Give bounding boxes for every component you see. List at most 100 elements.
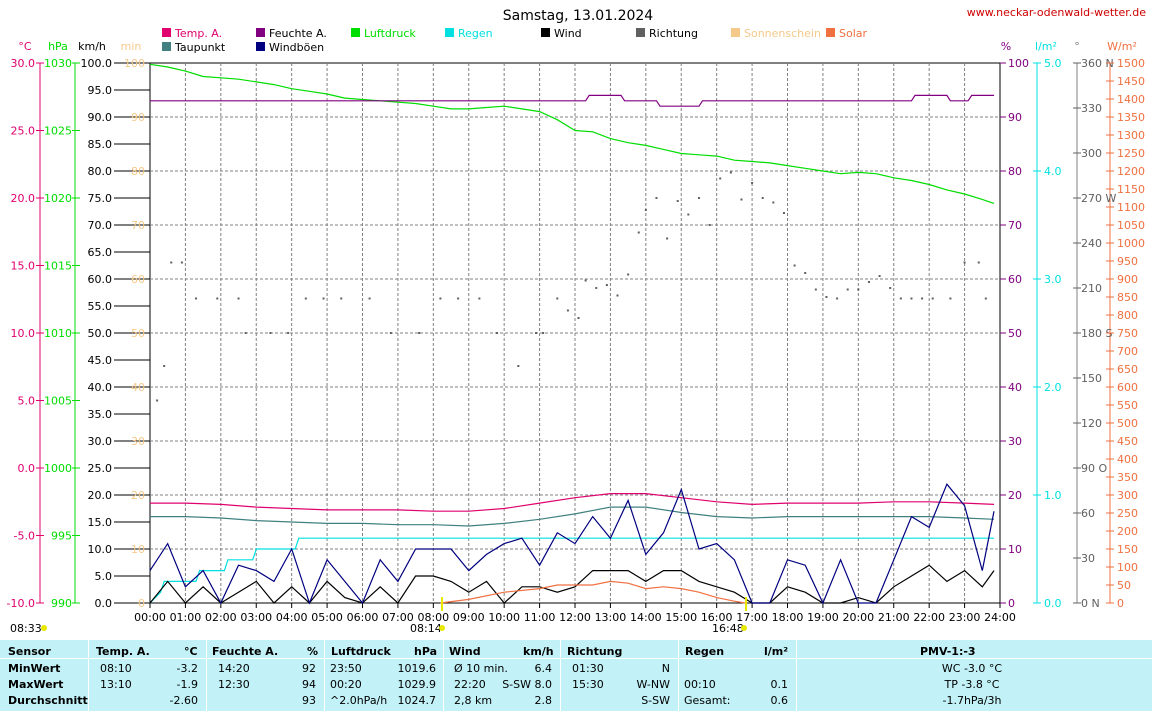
direction-point — [584, 279, 587, 282]
sun-tick-label: 70 — [131, 219, 145, 232]
sun-tick-label: 100 — [124, 57, 145, 70]
sunset-label: 16:48 — [712, 622, 744, 635]
x-tick-label: 08:00 — [417, 611, 449, 624]
direction-point — [418, 332, 421, 334]
sun-duration-icon — [41, 625, 47, 631]
dir-tick-label: 360 N — [1081, 57, 1114, 70]
x-tick-label: 10:00 — [488, 611, 520, 624]
x-tick-label: 01:00 — [170, 611, 202, 624]
table-cell-temp_v: -1.9 — [176, 678, 198, 691]
table-cell-dir_v: S-SW — [641, 694, 670, 707]
direction-point — [340, 297, 343, 300]
series-line — [440, 580, 746, 604]
solar-tick-label: 1200 — [1117, 165, 1145, 178]
dir-tick-label: 120 — [1081, 417, 1102, 430]
direction-point — [478, 297, 481, 300]
x-tick-label: 20:00 — [842, 611, 874, 624]
hum-tick-label: 30 — [1008, 435, 1022, 448]
table-cell-rain_v: 0.1 — [770, 678, 789, 691]
series-line — [150, 506, 995, 527]
col-separator — [796, 640, 797, 711]
direction-point — [676, 200, 679, 202]
x-tick-label: 18:00 — [772, 611, 804, 624]
wind-tick-label: 0.0 — [95, 597, 113, 610]
solar-tick-label: 1250 — [1117, 147, 1145, 160]
x-tick-label: 17:00 — [736, 611, 768, 624]
wind-tick-label: 15.0 — [88, 516, 113, 529]
axis-unit-label: ° — [1074, 40, 1080, 53]
series-line — [149, 564, 995, 604]
col-separator — [560, 640, 561, 711]
x-tick-label: 21:00 — [878, 611, 910, 624]
table-cell-pmv: WC -3.0 °C — [941, 662, 1003, 675]
table-cell-wind_v: S-SW 8.0 — [502, 678, 552, 691]
table-cell-pmv: TP -3.8 °C — [944, 678, 1000, 691]
press-tick-label: 1005 — [44, 395, 72, 408]
x-tick-label: 24:00 — [984, 611, 1016, 624]
legend-label: Windböen — [269, 41, 324, 54]
table-cell-label: MinWert — [8, 662, 61, 675]
solar-tick-label: 700 — [1117, 345, 1138, 358]
direction-point — [867, 281, 870, 283]
wind-tick-label: 60.0 — [88, 273, 113, 286]
header-rain-unit: l/m² — [764, 645, 789, 658]
solar-tick-label: 500 — [1117, 417, 1138, 430]
direction-point — [751, 182, 754, 184]
direction-point — [782, 212, 785, 214]
series-line — [149, 483, 995, 605]
website-label[interactable]: www.neckar-odenwald-wetter.de — [967, 6, 1147, 19]
direction-point — [577, 317, 580, 319]
series-line — [149, 63, 995, 204]
x-tick-label: 07:00 — [382, 611, 414, 624]
solar-tick-label: 1050 — [1117, 219, 1145, 232]
x-tick-label: 11:00 — [524, 611, 556, 624]
table-cell-wind_t: Ø 10 min. — [454, 662, 508, 675]
table-cell-rain_t: Gesamt: — [684, 694, 731, 707]
solar-tick-label: 900 — [1117, 273, 1138, 286]
direction-point — [899, 297, 902, 300]
temp-tick-label: -10.0 — [7, 597, 35, 610]
wind-tick-label: 10.0 — [88, 543, 113, 556]
wind-tick-label: 45.0 — [88, 354, 113, 367]
solar-tick-label: 250 — [1117, 507, 1138, 520]
sun-tick-label: 40 — [131, 381, 145, 394]
header-rain: Regen — [685, 645, 725, 658]
solar-tick-label: 1400 — [1117, 93, 1145, 106]
col-separator — [678, 640, 679, 711]
solar-tick-label: 750 — [1117, 327, 1138, 340]
solar-tick-label: 450 — [1117, 435, 1138, 448]
x-tick-label: 15:00 — [665, 611, 697, 624]
wind-tick-label: 50.0 — [88, 327, 113, 340]
legend-swatch — [731, 28, 740, 37]
dir-tick-label: 210 — [1081, 282, 1102, 295]
temp-tick-label: 15.0 — [11, 260, 36, 273]
sun-tick-label: 90 — [131, 111, 145, 124]
x-tick-label: 12:00 — [559, 611, 591, 624]
sun-tick-label: 80 — [131, 165, 145, 178]
table-cell-press_t: 23:50 — [330, 662, 362, 675]
table-cell-press_v: 1024.7 — [397, 694, 437, 707]
direction-point — [708, 224, 711, 226]
temp-tick-label: 30.0 — [11, 57, 36, 70]
legend-label: Richtung — [649, 27, 698, 40]
table-cell-dir_v: N — [661, 662, 670, 675]
axis-unit-label: km/h — [78, 40, 106, 53]
sun-tick-label: 0 — [138, 597, 145, 610]
direction-point — [793, 264, 796, 267]
wind-tick-label: 75.0 — [88, 192, 113, 205]
hum-tick-label: 50 — [1008, 327, 1022, 340]
axis-unit-label: W/m² — [1107, 40, 1137, 53]
legend: Temp. A.Taupunkt Feuchte A.Windböen Luftdr… — [162, 27, 868, 54]
wind-tick-label: 30.0 — [88, 435, 113, 448]
header-temp: Temp. A. — [96, 645, 150, 658]
axis-unit-label: % — [1001, 40, 1011, 53]
sun-tick-label: 20 — [131, 489, 145, 502]
legend-swatch — [162, 28, 171, 37]
sun-tick-label: 30 — [131, 435, 145, 448]
table-cell-press_v: 1029.9 — [397, 678, 437, 691]
col-separator — [206, 640, 207, 711]
direction-point — [836, 297, 839, 300]
dir-tick-label: 180 S — [1081, 327, 1112, 340]
solar-tick-label: 850 — [1117, 291, 1138, 304]
sun-tick-label: 50 — [131, 327, 145, 340]
